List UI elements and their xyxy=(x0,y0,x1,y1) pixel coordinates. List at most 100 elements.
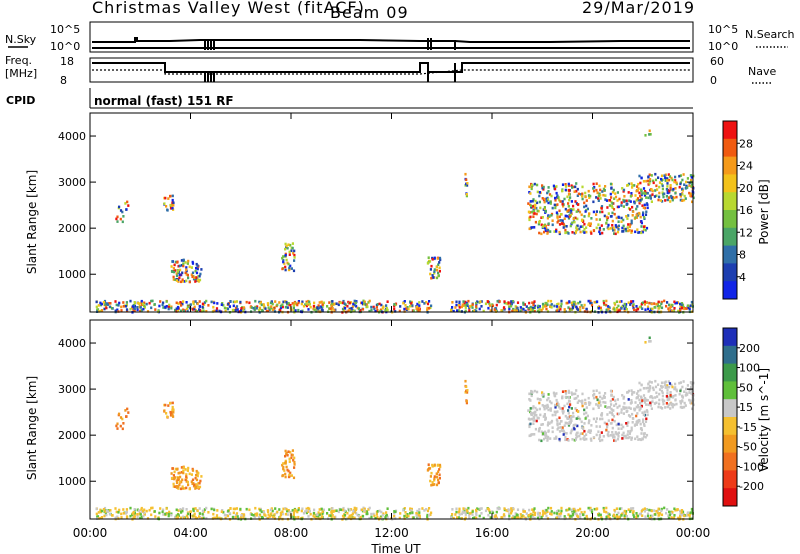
echo-point xyxy=(671,178,674,182)
echo-point xyxy=(605,506,608,510)
echo-point xyxy=(675,388,678,392)
echo-point xyxy=(579,230,582,234)
echo-point xyxy=(418,301,421,304)
echo-point xyxy=(628,406,631,409)
echo-point xyxy=(643,510,646,513)
echo-point xyxy=(689,381,692,384)
echo-point xyxy=(565,421,568,425)
echo-point xyxy=(598,437,601,441)
echo-point xyxy=(599,232,602,236)
echo-point xyxy=(555,437,558,440)
echo-point xyxy=(185,475,188,478)
power-colorbar-swatch xyxy=(723,192,737,211)
echo-point xyxy=(558,215,561,219)
echo-point xyxy=(631,393,634,396)
echo-point xyxy=(564,185,568,188)
echo-point xyxy=(242,306,246,309)
echo-point xyxy=(133,511,136,515)
echo-point xyxy=(321,308,324,311)
echo-point xyxy=(550,306,553,309)
echo-point xyxy=(528,425,531,429)
echo-point xyxy=(630,192,633,195)
echo-point xyxy=(531,226,534,229)
echo-point xyxy=(178,273,181,277)
nsearch-label: N.Search xyxy=(745,28,795,41)
echo-point xyxy=(636,307,640,311)
echo-point xyxy=(404,511,407,514)
echo-point xyxy=(252,306,255,310)
x-tick-label: 16:00 xyxy=(475,526,510,540)
echo-point xyxy=(479,300,482,303)
echo-point xyxy=(629,208,632,211)
echo-point xyxy=(410,509,413,512)
echo-point xyxy=(691,401,694,405)
echo-point xyxy=(170,265,173,268)
echo-point xyxy=(570,391,573,394)
echo-point xyxy=(435,483,439,487)
echo-point xyxy=(503,507,506,510)
echo-point xyxy=(567,389,570,393)
echo-point xyxy=(165,300,168,303)
echo-point xyxy=(561,407,564,410)
echo-point xyxy=(234,309,237,312)
echo-point xyxy=(510,509,513,513)
echo-point xyxy=(589,508,592,512)
echo-point xyxy=(568,215,571,218)
echo-point xyxy=(571,513,575,517)
echo-point xyxy=(193,483,196,487)
echo-point xyxy=(543,407,546,411)
echo-point xyxy=(585,514,588,518)
echo-point xyxy=(179,268,182,272)
echo-point xyxy=(433,478,436,482)
echo-point xyxy=(140,301,143,304)
echo-point xyxy=(116,515,119,519)
echo-point xyxy=(191,469,195,472)
echo-point xyxy=(625,406,628,410)
echo-point xyxy=(229,300,232,303)
echo-point xyxy=(646,203,649,206)
echo-point xyxy=(595,417,598,420)
echo-point xyxy=(635,213,638,217)
echo-point xyxy=(286,246,289,250)
echo-point xyxy=(540,439,543,443)
echo-point xyxy=(622,425,625,429)
echo-point xyxy=(185,279,188,283)
echo-point xyxy=(248,508,251,512)
echo-point xyxy=(528,508,531,512)
echo-point xyxy=(235,300,238,303)
echo-point xyxy=(660,381,664,385)
echo-point xyxy=(379,516,382,520)
echo-point xyxy=(661,193,665,196)
echo-point xyxy=(636,228,639,231)
echo-point xyxy=(283,469,286,472)
echo-point xyxy=(177,278,180,281)
echo-point xyxy=(570,209,573,213)
echo-point xyxy=(296,303,299,307)
echo-point xyxy=(385,306,388,310)
echo-point xyxy=(165,205,168,208)
echo-point xyxy=(166,415,169,419)
echo-point xyxy=(436,464,439,467)
echo-point xyxy=(613,232,616,235)
echo-point xyxy=(510,304,513,308)
echo-point xyxy=(569,224,572,228)
beam-label: Beam 09 xyxy=(330,3,409,22)
echo-point xyxy=(654,306,657,309)
echo-point xyxy=(539,413,542,417)
echo-point xyxy=(475,516,478,520)
echo-point xyxy=(353,510,356,514)
echo-point xyxy=(601,231,604,235)
plot-title: Christmas Valley West (fitACF) xyxy=(92,0,365,17)
echo-point xyxy=(572,507,575,511)
velocity-colorbar-swatch xyxy=(723,381,737,400)
echo-point xyxy=(158,304,161,308)
echo-point xyxy=(186,273,189,277)
echo-point xyxy=(195,310,199,313)
echo-point xyxy=(340,508,343,512)
echo-point xyxy=(457,304,460,307)
freq-gaps xyxy=(204,63,456,82)
echo-point xyxy=(555,309,559,313)
echo-point xyxy=(531,205,534,208)
echo-point xyxy=(435,268,439,272)
echo-point xyxy=(580,420,583,424)
